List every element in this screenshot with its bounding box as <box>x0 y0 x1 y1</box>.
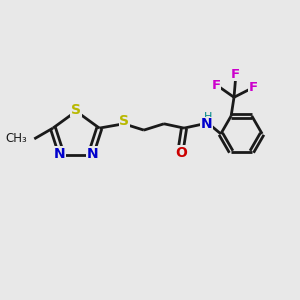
Text: F: F <box>212 79 221 92</box>
Text: N: N <box>201 117 212 131</box>
Text: F: F <box>231 68 240 81</box>
Text: S: S <box>71 103 81 117</box>
Text: N: N <box>87 147 99 161</box>
Text: O: O <box>175 146 187 160</box>
Text: F: F <box>249 81 258 94</box>
Text: S: S <box>119 115 129 128</box>
Text: H: H <box>203 112 212 122</box>
Text: N: N <box>54 147 65 161</box>
Text: CH₃: CH₃ <box>5 132 27 146</box>
